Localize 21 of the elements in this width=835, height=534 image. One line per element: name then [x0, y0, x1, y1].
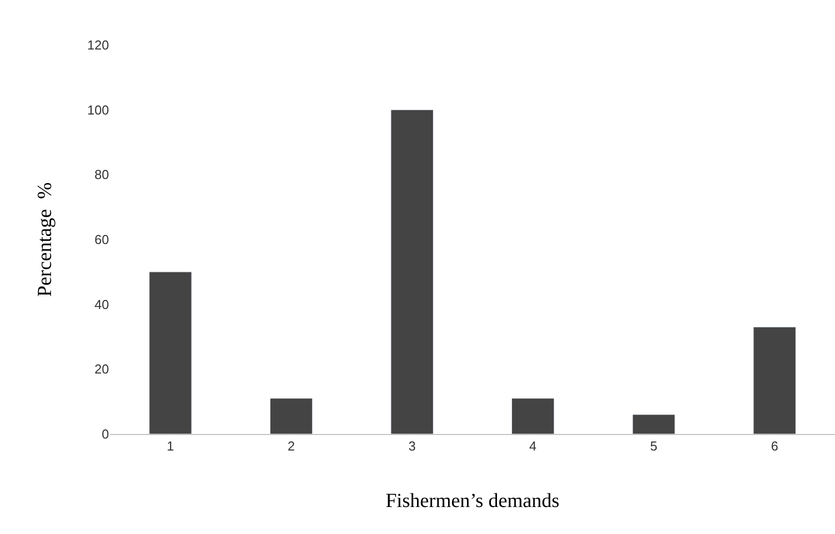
- bar: [632, 414, 676, 434]
- x-tick-label: 3: [408, 438, 416, 454]
- y-tick-label: 120: [87, 38, 109, 53]
- x-tick-label: 4: [529, 438, 537, 454]
- bar: [390, 110, 434, 434]
- y-axis-title: Percentage %: [34, 182, 56, 297]
- y-tick-label: 80: [94, 167, 109, 182]
- bar: [149, 272, 192, 434]
- bar: [270, 398, 313, 434]
- x-tick-label: 1: [166, 438, 174, 454]
- y-tick-label: 40: [94, 296, 109, 312]
- y-tick-label: 0: [102, 426, 109, 442]
- bar: [753, 326, 796, 434]
- y-tick-label: 60: [94, 232, 109, 248]
- y-tick-label: 100: [87, 102, 109, 118]
- bar: [512, 398, 554, 434]
- y-tick-label: 20: [94, 362, 109, 377]
- x-tick-label: 2: [288, 438, 295, 454]
- x-tick-label: 5: [650, 438, 658, 454]
- x-axis-title: Fishermen’s demands: [386, 490, 560, 512]
- x-tick-label: 6: [770, 438, 778, 454]
